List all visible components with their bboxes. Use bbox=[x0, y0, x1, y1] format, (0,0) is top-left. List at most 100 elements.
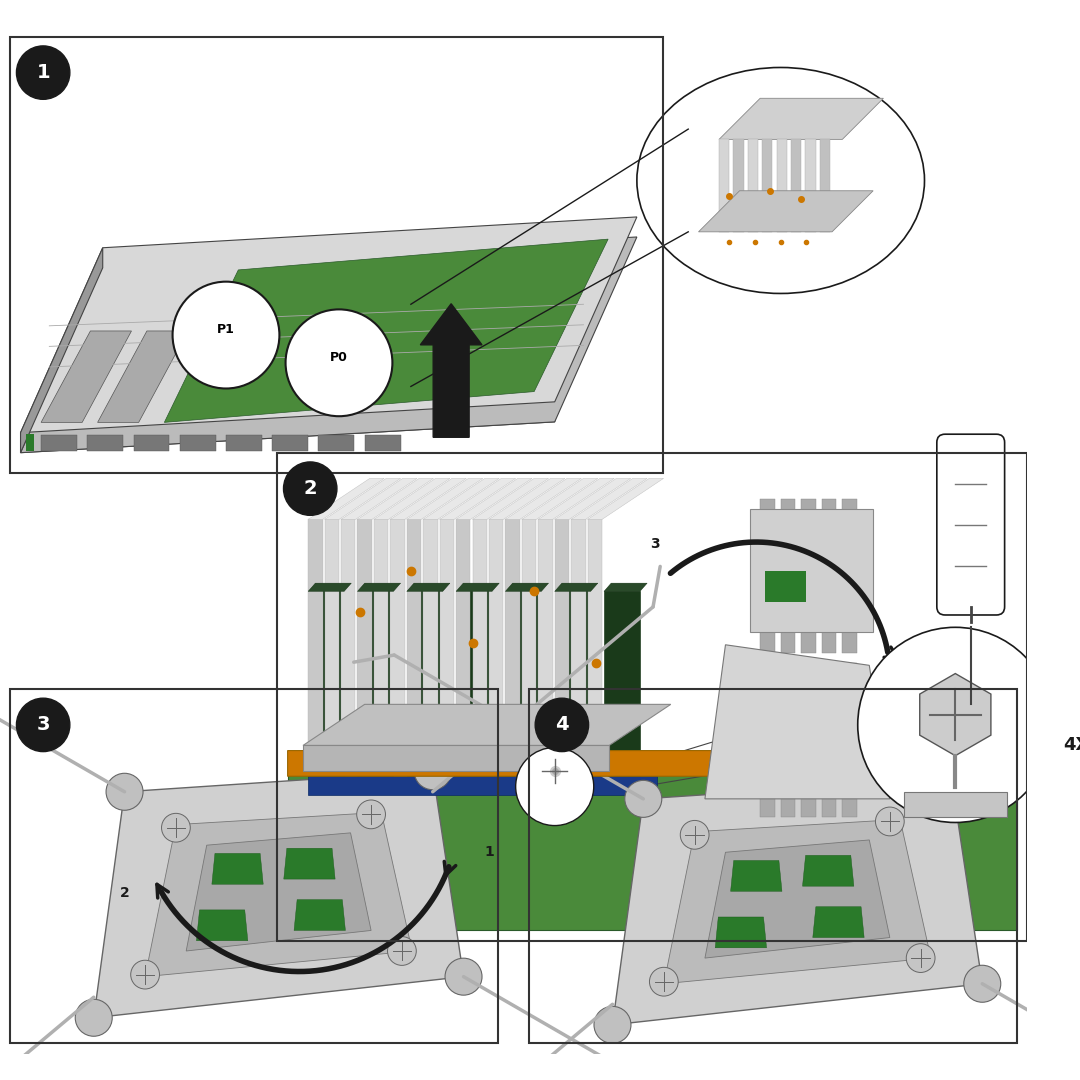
Polygon shape bbox=[791, 139, 801, 232]
Polygon shape bbox=[699, 191, 873, 232]
Bar bbox=[822, 697, 836, 718]
Text: 4: 4 bbox=[555, 715, 569, 734]
Polygon shape bbox=[588, 519, 602, 745]
Bar bbox=[781, 597, 795, 620]
Polygon shape bbox=[522, 519, 536, 745]
Bar bbox=[822, 531, 836, 554]
Polygon shape bbox=[505, 592, 541, 777]
Bar bbox=[801, 729, 815, 752]
Circle shape bbox=[131, 960, 160, 989]
Text: 1: 1 bbox=[37, 63, 50, 82]
Bar bbox=[822, 597, 836, 620]
Bar bbox=[801, 663, 815, 686]
Polygon shape bbox=[538, 519, 553, 745]
Polygon shape bbox=[357, 519, 372, 745]
Bar bbox=[801, 697, 815, 718]
Polygon shape bbox=[705, 645, 890, 799]
Bar bbox=[842, 729, 856, 752]
FancyArrow shape bbox=[420, 303, 482, 437]
Polygon shape bbox=[21, 247, 103, 453]
Circle shape bbox=[963, 966, 1001, 1002]
Polygon shape bbox=[747, 139, 758, 232]
Polygon shape bbox=[604, 592, 640, 777]
Bar bbox=[781, 697, 795, 718]
Bar bbox=[822, 761, 836, 784]
Polygon shape bbox=[21, 402, 555, 453]
Polygon shape bbox=[423, 478, 499, 519]
Polygon shape bbox=[308, 583, 351, 592]
Polygon shape bbox=[456, 478, 532, 519]
Bar bbox=[904, 792, 1007, 818]
Bar bbox=[842, 531, 856, 554]
Circle shape bbox=[76, 999, 112, 1036]
Text: 4X: 4X bbox=[1063, 737, 1080, 755]
Polygon shape bbox=[820, 139, 831, 232]
Polygon shape bbox=[407, 592, 443, 777]
Polygon shape bbox=[21, 237, 637, 453]
Polygon shape bbox=[489, 478, 565, 519]
Polygon shape bbox=[489, 519, 503, 745]
Ellipse shape bbox=[637, 67, 924, 294]
Bar bbox=[801, 531, 815, 554]
Bar bbox=[760, 565, 774, 588]
Polygon shape bbox=[762, 139, 772, 232]
Circle shape bbox=[173, 282, 280, 389]
Bar bbox=[781, 663, 795, 686]
Bar bbox=[781, 729, 795, 752]
Bar bbox=[87, 435, 123, 450]
Text: 2: 2 bbox=[120, 886, 130, 900]
Polygon shape bbox=[308, 478, 384, 519]
Bar bbox=[842, 795, 856, 818]
Bar bbox=[842, 631, 856, 653]
Polygon shape bbox=[303, 745, 609, 771]
Bar bbox=[760, 597, 774, 620]
Polygon shape bbox=[41, 330, 132, 422]
Polygon shape bbox=[294, 900, 346, 931]
Polygon shape bbox=[571, 478, 647, 519]
Circle shape bbox=[415, 753, 451, 789]
FancyBboxPatch shape bbox=[936, 434, 1004, 615]
Polygon shape bbox=[308, 592, 345, 777]
Bar bbox=[760, 499, 774, 522]
Text: P0: P0 bbox=[330, 351, 348, 364]
Polygon shape bbox=[164, 239, 608, 422]
Polygon shape bbox=[456, 583, 499, 592]
Bar bbox=[179, 435, 216, 450]
Bar bbox=[11, 689, 498, 1043]
Circle shape bbox=[388, 936, 416, 966]
Polygon shape bbox=[212, 853, 264, 885]
Polygon shape bbox=[555, 592, 591, 777]
Bar bbox=[781, 631, 795, 653]
Polygon shape bbox=[407, 519, 421, 745]
Text: 2: 2 bbox=[303, 480, 318, 498]
Polygon shape bbox=[287, 751, 883, 777]
Bar bbox=[822, 565, 836, 588]
Polygon shape bbox=[341, 478, 417, 519]
Bar bbox=[842, 761, 856, 784]
Bar bbox=[781, 795, 795, 818]
Bar bbox=[365, 435, 401, 450]
Circle shape bbox=[445, 958, 482, 995]
Bar bbox=[760, 795, 774, 818]
Bar bbox=[226, 435, 262, 450]
Polygon shape bbox=[604, 583, 647, 592]
Polygon shape bbox=[555, 519, 569, 745]
Circle shape bbox=[933, 760, 970, 797]
Bar bbox=[842, 663, 856, 686]
Circle shape bbox=[16, 46, 70, 99]
Polygon shape bbox=[588, 478, 663, 519]
Polygon shape bbox=[308, 519, 323, 745]
Bar bbox=[842, 565, 856, 588]
Polygon shape bbox=[94, 771, 463, 1017]
Bar bbox=[760, 663, 774, 686]
Text: 1: 1 bbox=[485, 846, 495, 860]
Polygon shape bbox=[719, 98, 883, 139]
Circle shape bbox=[515, 747, 594, 825]
Polygon shape bbox=[357, 478, 433, 519]
Polygon shape bbox=[390, 519, 405, 745]
Bar bbox=[308, 777, 658, 795]
Bar bbox=[766, 571, 807, 602]
Bar bbox=[760, 531, 774, 554]
Polygon shape bbox=[390, 478, 467, 519]
Circle shape bbox=[876, 807, 904, 836]
